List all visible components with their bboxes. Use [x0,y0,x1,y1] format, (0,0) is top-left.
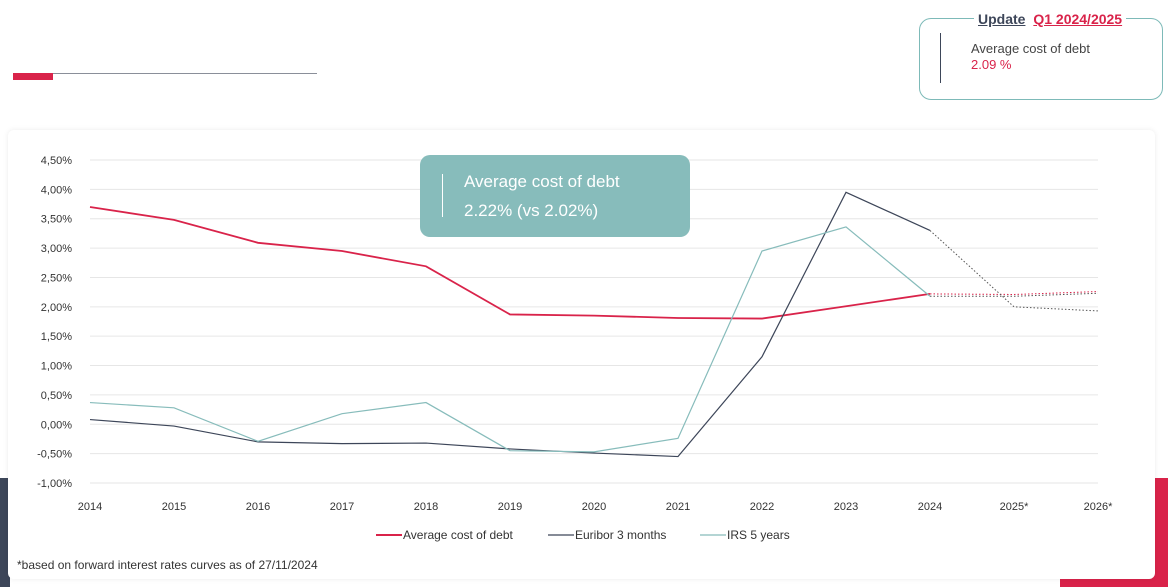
y-tick-label: -0,50% [37,449,72,461]
x-tick-label: 2015 [162,501,186,513]
callout-box: Average cost of debt 2.22% (vs 2.02%) [420,155,690,237]
y-tick-label: 4,50% [41,155,72,167]
x-tick-label: 2020 [582,501,606,513]
series-forecast-euribor-3-months [929,230,1099,312]
callout-divider [442,174,443,217]
y-tick-label: 2,00% [41,302,72,314]
callout-label: Average cost of debt [464,172,620,191]
x-tick-label: 2014 [78,501,102,513]
y-tick-label: -1,00% [37,478,72,490]
header-accent-bar [13,73,53,80]
x-tick-label: 2019 [498,501,522,513]
x-tick-label: 2018 [414,501,438,513]
y-tick-label: 3,00% [41,243,72,255]
update-title-word: Update [978,11,1026,27]
update-label: Average cost of debt [971,41,1091,56]
y-tick-label: 0,50% [41,390,72,402]
update-title: Update Q1 2024/2025 [974,11,1127,27]
x-tick-label: 2025* [1000,501,1029,513]
corner-block-left [0,478,10,587]
y-tick-label: 2,50% [41,272,72,284]
series-line-irs-5-years [89,226,931,453]
x-tick-label: 2017 [330,501,354,513]
y-tick-label: 1,00% [41,361,72,373]
x-tick-label: 2026* [1084,501,1113,513]
x-tick-label: 2021 [666,501,690,513]
series-line-average-cost-of-debt [89,206,931,320]
update-title-period: Q1 2024/2025 [1033,11,1123,27]
x-tick-label: 2023 [834,501,858,513]
y-tick-label: 4,00% [41,184,72,196]
y-tick-label: 1,50% [41,331,72,343]
series-forecast-irs-5-years [930,292,1099,297]
update-value: 2.09 % [971,57,1012,72]
update-box: Update Q1 2024/2025 Average cost of debt… [919,11,1163,100]
y-tick-label: 3,50% [41,214,72,226]
header-divider [53,73,317,74]
legend: Average cost of debt Euribor 3 months IRS … [376,528,790,542]
series-lines [89,191,1099,458]
legend-label-euribor-3-months: Euribor 3 months [575,528,666,542]
legend-label-average-cost-of-debt: Average cost of debt [403,528,514,542]
x-axis-ticks: 2014 2015 2016 2017 2018 2019 2020 2021 2022 2023… [78,501,1113,513]
series-forecast-average-cost-of-debt [929,291,1099,295]
callout-value: 2.22% (vs 2.02%) [464,201,599,220]
y-axis-ticks: 4,50% 4,00% 3,50% 3,00% 2,50% 2,00% 1,50% 1,00%… [37,155,72,490]
footnote: *based on forward interest rates curves … [17,558,318,572]
x-tick-label: 2016 [246,501,270,513]
x-tick-label: 2022 [750,501,774,513]
y-tick-label: 0,00% [41,419,72,431]
x-tick-label: 2024 [918,501,942,513]
update-divider [940,33,941,83]
series-line-euribor-3-months [89,191,931,458]
legend-label-irs-5-years: IRS 5 years [727,528,790,542]
